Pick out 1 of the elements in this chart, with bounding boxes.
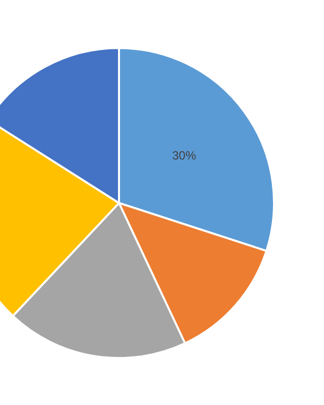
data-label: 30% <box>172 148 196 163</box>
